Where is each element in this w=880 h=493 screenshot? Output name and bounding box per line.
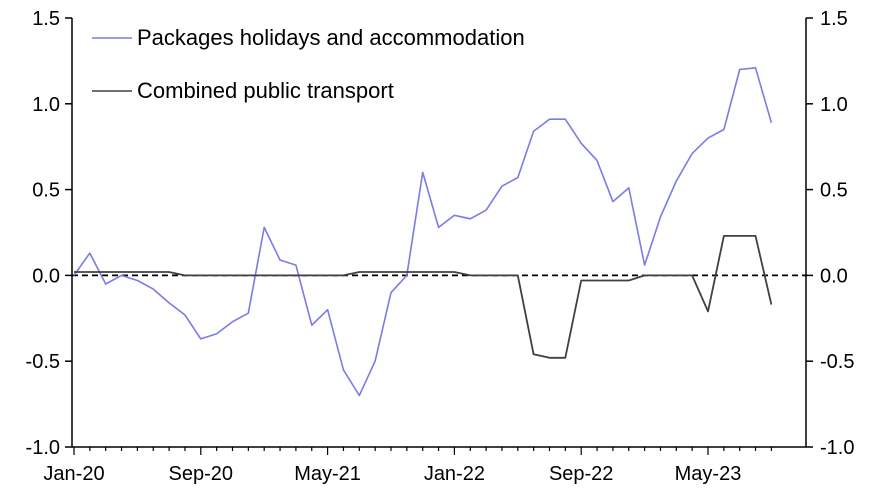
right-y-tick-label: 0.5 [820,180,848,202]
right-y-tick-label: -0.5 [820,351,854,373]
right-y-tick-label: 1.5 [820,8,848,30]
left-y-axis-ticks: 1.5 1.0 0.5 0.0 -0.5 -1.0 [26,8,72,459]
series-packages-holidays-line [73,67,773,397]
left-y-tick-label: -0.5 [26,351,60,373]
x-tick-label: Sep-20 [169,463,234,485]
left-y-tick-label: -1.0 [26,437,60,459]
x-tick-label: Jan-20 [43,463,104,485]
left-y-tick-label: 0.5 [32,180,60,202]
x-tick-label: May-23 [675,463,742,485]
right-y-tick-label: 1.0 [820,94,848,116]
left-y-tick-label: 1.0 [32,94,60,116]
x-axis-ticks: Jan-20 Sep-20 May-21 Jan-22 Sep-22 May-23 [43,447,773,485]
series-combined-public-transport-line [74,234,773,359]
x-tick-label: May-21 [294,463,361,485]
right-y-tick-label: -1.0 [820,437,854,459]
left-y-tick-label: 1.5 [32,8,60,30]
x-tick-label: Sep-22 [549,463,614,485]
legend: Packages holidays and accommodation Comb… [92,25,525,103]
right-y-axis-ticks: 1.5 1.0 0.5 0.0 -0.5 -1.0 [806,8,854,459]
left-y-tick-label: 0.0 [32,265,60,287]
legend-label-packages-holidays: Packages holidays and accommodation [137,25,525,50]
series-layer [73,67,773,397]
right-y-tick-label: 0.0 [820,265,848,287]
legend-label-combined-public-transport: Combined public transport [137,78,394,103]
x-tick-label: Jan-22 [424,463,485,485]
